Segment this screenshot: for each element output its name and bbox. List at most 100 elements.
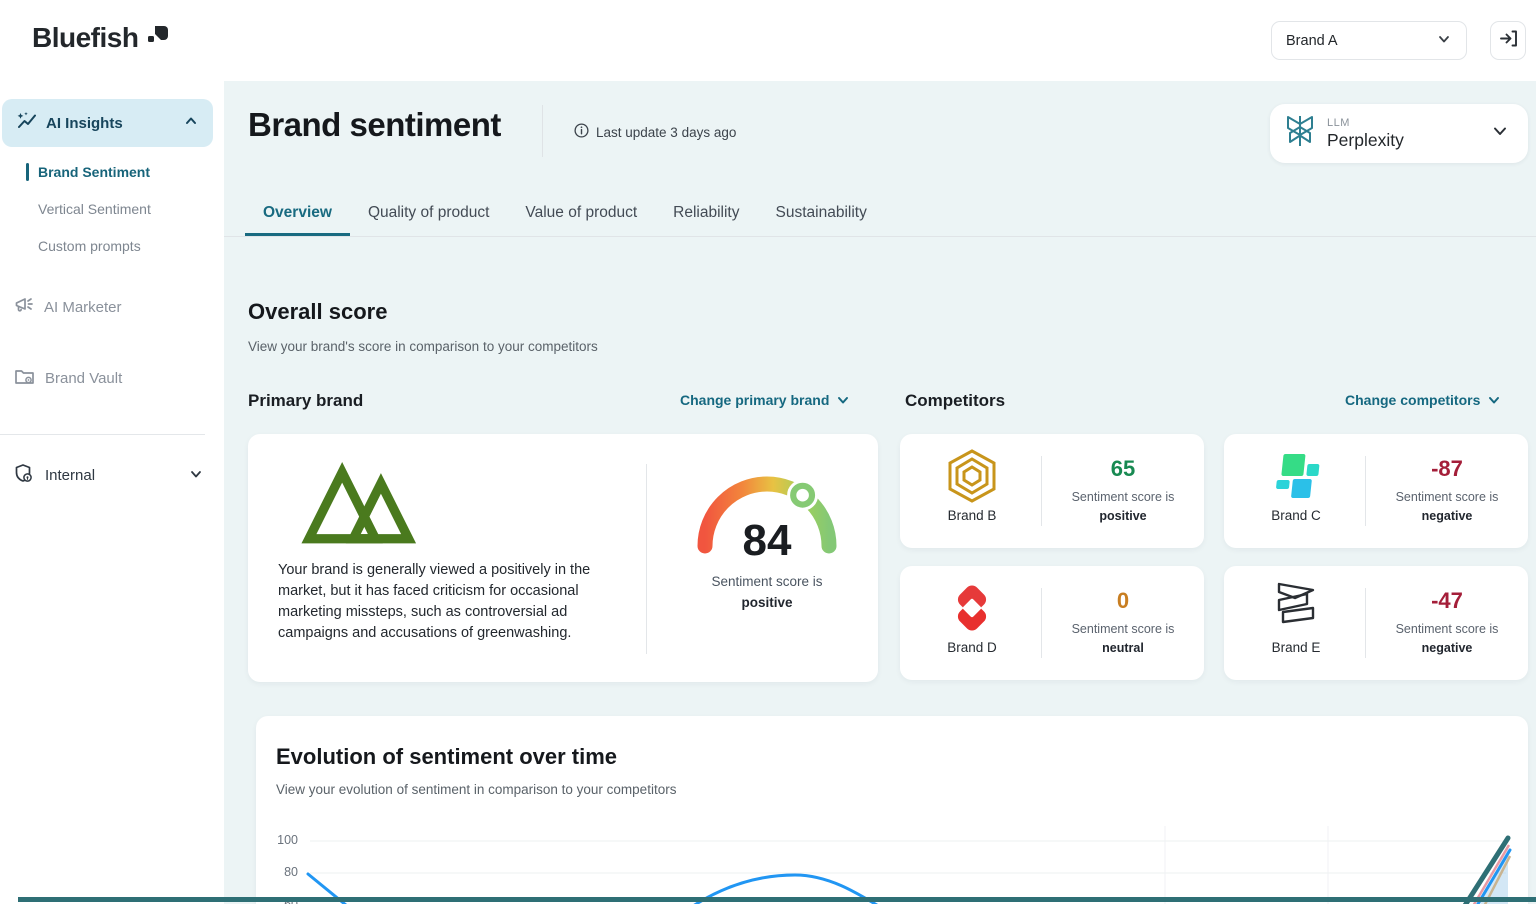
sparkle-trend-icon [16, 111, 37, 136]
competitor-name: Brand E [1271, 640, 1321, 655]
sidebar-item-ai-marketer[interactable]: AI Marketer [14, 296, 122, 318]
overall-score-subtitle: View your brand's score in comparison to… [248, 339, 598, 354]
llm-label: LLM [1327, 116, 1350, 129]
exit-icon [1499, 30, 1518, 52]
last-update-text: Last update 3 days ago [596, 124, 737, 140]
competitor-name: Brand C [1271, 508, 1321, 523]
brand-c-logo [1268, 448, 1324, 504]
chevron-down-icon [1490, 121, 1510, 146]
last-update: Last update 3 days ago [574, 123, 736, 141]
llm-texts: LLM Perplexity [1327, 117, 1490, 151]
y-axis-tick-80: 80 [284, 865, 298, 879]
info-icon [574, 123, 589, 141]
brand-b-logo [944, 448, 1000, 504]
page-title: Brand sentiment [248, 106, 501, 143]
competitor-card-brand-d: Brand D 0 Sentiment score is neutral [900, 566, 1204, 680]
gauge-score-value: 84 [742, 516, 792, 565]
chevron-down-icon [1436, 31, 1452, 51]
competitor-card-brand-b: Brand B 65 Sentiment score is positive [900, 434, 1204, 548]
exit-button[interactable] [1490, 21, 1526, 60]
overall-score-title: Overall score [248, 299, 388, 324]
logo-text: Bluefish [32, 22, 139, 53]
sidebar: AI Insights Brand Sentiment Vertical Sen… [0, 81, 224, 904]
gauge-arc [697, 476, 837, 554]
megaphone-icon [14, 296, 34, 318]
sidebar-subitem-vertical-sentiment[interactable]: Vertical Sentiment [38, 201, 151, 217]
competitor-name: Brand B [947, 508, 997, 523]
competitor-sentiment: negative [1421, 509, 1473, 523]
subitem-label: Brand Sentiment [38, 164, 151, 180]
competitor-name: Brand D [947, 640, 997, 655]
tab-quality-of-product[interactable]: Quality of product [367, 204, 490, 221]
card-divider [1041, 588, 1042, 658]
y-axis-tick-100: 100 [277, 833, 298, 847]
sidebar-item-label: Internal [45, 467, 96, 484]
change-primary-label: Change primary brand [680, 392, 830, 408]
sidebar-subitem-custom-prompts[interactable]: Custom prompts [38, 238, 141, 254]
tab-value-of-product[interactable]: Value of product [525, 204, 638, 221]
sidebar-item-ai-insights[interactable]: AI Insights [2, 99, 213, 147]
tab-reliability[interactable]: Reliability [673, 204, 740, 221]
competitor-score: -87 [1431, 456, 1463, 481]
main-content: Brand sentiment Last update 3 days ago [224, 81, 1536, 904]
change-competitors-link[interactable]: Change competitors [1345, 392, 1502, 408]
llm-value: Perplexity [1327, 129, 1404, 150]
competitor-score-phrase: Sentiment score is [1395, 622, 1499, 636]
top-bar: Bluefish Brand A [0, 0, 1536, 81]
bluefish-logo: Bluefish [32, 22, 169, 54]
primary-brand-label: Primary brand [248, 391, 364, 410]
sidebar-divider [0, 434, 205, 435]
gauge-sentiment: positive [741, 595, 793, 610]
card-divider [1365, 456, 1366, 526]
sidebar-item-internal[interactable]: Internal [14, 463, 204, 488]
gauge-score-phrase: Sentiment score is [711, 574, 823, 589]
sidebar-item-label: AI Insights [46, 114, 123, 132]
competitor-score: 0 [1116, 588, 1130, 613]
header-divider [542, 105, 543, 157]
competitor-score-phrase: Sentiment score is [1395, 490, 1499, 504]
shield-lock-icon [14, 463, 34, 488]
series-tan [1483, 855, 1512, 904]
competitor-score-phrase: Sentiment score is [1071, 622, 1175, 636]
primary-brand-card: Your brand is generally viewed a positiv… [248, 434, 878, 682]
brand-selector-value: Brand A [1286, 32, 1338, 49]
tab-bar: Overview Quality of product Value of pro… [224, 193, 1536, 237]
active-indicator-bar [26, 163, 29, 181]
evolution-subtitle: View your evolution of sentiment in comp… [276, 782, 677, 797]
competitor-sentiment: negative [1421, 641, 1473, 655]
perplexity-logo-icon [1284, 114, 1316, 153]
llm-selector[interactable]: LLM Perplexity [1270, 104, 1528, 163]
chevron-down-icon [188, 466, 204, 486]
change-competitors-label: Change competitors [1345, 392, 1481, 408]
brand-selector[interactable]: Brand A [1271, 21, 1467, 60]
tab-overview[interactable]: Overview [245, 193, 350, 236]
primary-brand-logo [296, 452, 417, 553]
chevron-down-icon [1489, 397, 1500, 404]
sidebar-subitem-brand-sentiment[interactable]: Brand Sentiment [26, 163, 150, 181]
series-blue [306, 848, 1512, 904]
sidebar-item-label: AI Marketer [44, 298, 122, 316]
card-divider [1365, 588, 1366, 658]
competitor-score: 65 [1110, 456, 1136, 481]
evolution-card: Evolution of sentiment over time View yo… [256, 716, 1528, 904]
change-primary-brand-link[interactable]: Change primary brand [680, 392, 851, 408]
competitor-sentiment: positive [1099, 509, 1147, 523]
competitors-label: Competitors [905, 391, 1006, 410]
tab-sustainability[interactable]: Sustainability [775, 204, 867, 221]
chevron-down-icon [838, 397, 849, 404]
bluefish-logo-icon [147, 25, 169, 52]
sentiment-line-chart[interactable] [256, 826, 1528, 904]
primary-brand-description: Your brand is generally viewed a positiv… [278, 562, 591, 641]
folder-gear-icon [14, 367, 35, 390]
evolution-title: Evolution of sentiment over time [276, 744, 618, 769]
card-divider [1041, 456, 1042, 526]
brand-d-logo [944, 580, 1000, 636]
competitor-card-brand-c: Brand C -87 Sentiment score is negative [1224, 434, 1528, 548]
sidebar-item-label: Brand Vault [45, 370, 123, 387]
competitor-sentiment: neutral [1102, 641, 1144, 655]
sidebar-item-brand-vault[interactable]: Brand Vault [14, 367, 122, 390]
competitor-card-brand-e: Brand E -47 Sentiment score is negative [1224, 566, 1528, 680]
card-divider [646, 464, 647, 654]
brand-e-logo [1268, 580, 1324, 636]
